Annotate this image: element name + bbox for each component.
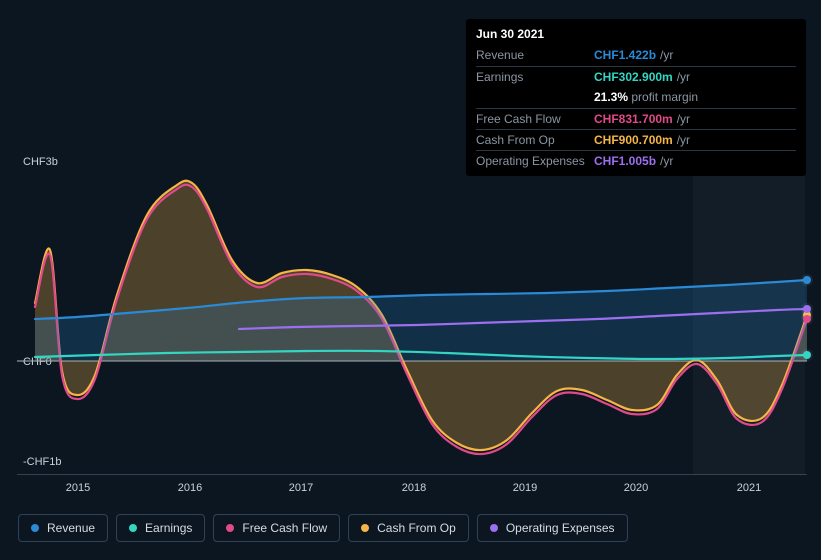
series-endcap-earnings [803,351,811,359]
tooltip-row-extra: 21.3% profit margin [594,87,796,108]
tooltip-row-label: Cash From Op [476,129,594,150]
legend-dot-icon [361,524,369,532]
tooltip-row-label: Operating Expenses [476,151,594,172]
tooltip-row-label: Revenue [476,45,594,66]
tooltip-table: RevenueCHF1.422b/yrEarningsCHF302.900m/y… [476,45,796,171]
legend-dot-icon [31,524,39,532]
tooltip-row-value: CHF900.700m/yr [594,129,796,150]
tooltip-row-value: CHF1.422b/yr [594,45,796,66]
legend-dot-icon [226,524,234,532]
legend-revenue[interactable]: Revenue [18,514,108,542]
tooltip-row-label: Earnings [476,66,594,87]
x-axis-label: 2015 [66,482,90,494]
tooltip: Jun 30 2021 RevenueCHF1.422b/yrEarningsC… [466,19,806,176]
legend-label: Earnings [145,521,192,535]
legend-dot-icon [129,524,137,532]
legend: Revenue Earnings Free Cash Flow Cash From O… [18,514,628,542]
series-endcap-revenue [803,276,811,284]
legend-label: Cash From Op [377,521,456,535]
legend-fcf[interactable]: Free Cash Flow [213,514,340,542]
legend-dot-icon [490,524,498,532]
legend-earnings[interactable]: Earnings [116,514,205,542]
legend-label: Revenue [47,521,95,535]
legend-label: Operating Expenses [506,521,615,535]
x-axis-label: 2016 [178,482,202,494]
series-endcap-opex [803,305,811,313]
x-axis-label: 2018 [402,482,426,494]
legend-opex[interactable]: Operating Expenses [477,514,628,542]
x-axis-label: 2020 [624,482,648,494]
tooltip-row-label: Free Cash Flow [476,108,594,129]
tooltip-row-value: CHF302.900m/yr [594,66,796,87]
x-axis-label: 2021 [737,482,761,494]
legend-cfo[interactable]: Cash From Op [348,514,469,542]
tooltip-date: Jun 30 2021 [476,25,796,45]
tooltip-row-value: CHF1.005b/yr [594,151,796,172]
tooltip-row-value: CHF831.700m/yr [594,108,796,129]
chart[interactable] [17,175,807,475]
legend-label: Free Cash Flow [242,521,327,535]
y-axis-label: CHF3b [23,156,58,168]
series-endcap-fcf [803,315,811,323]
x-axis-label: 2019 [513,482,537,494]
x-axis-label: 2017 [289,482,313,494]
